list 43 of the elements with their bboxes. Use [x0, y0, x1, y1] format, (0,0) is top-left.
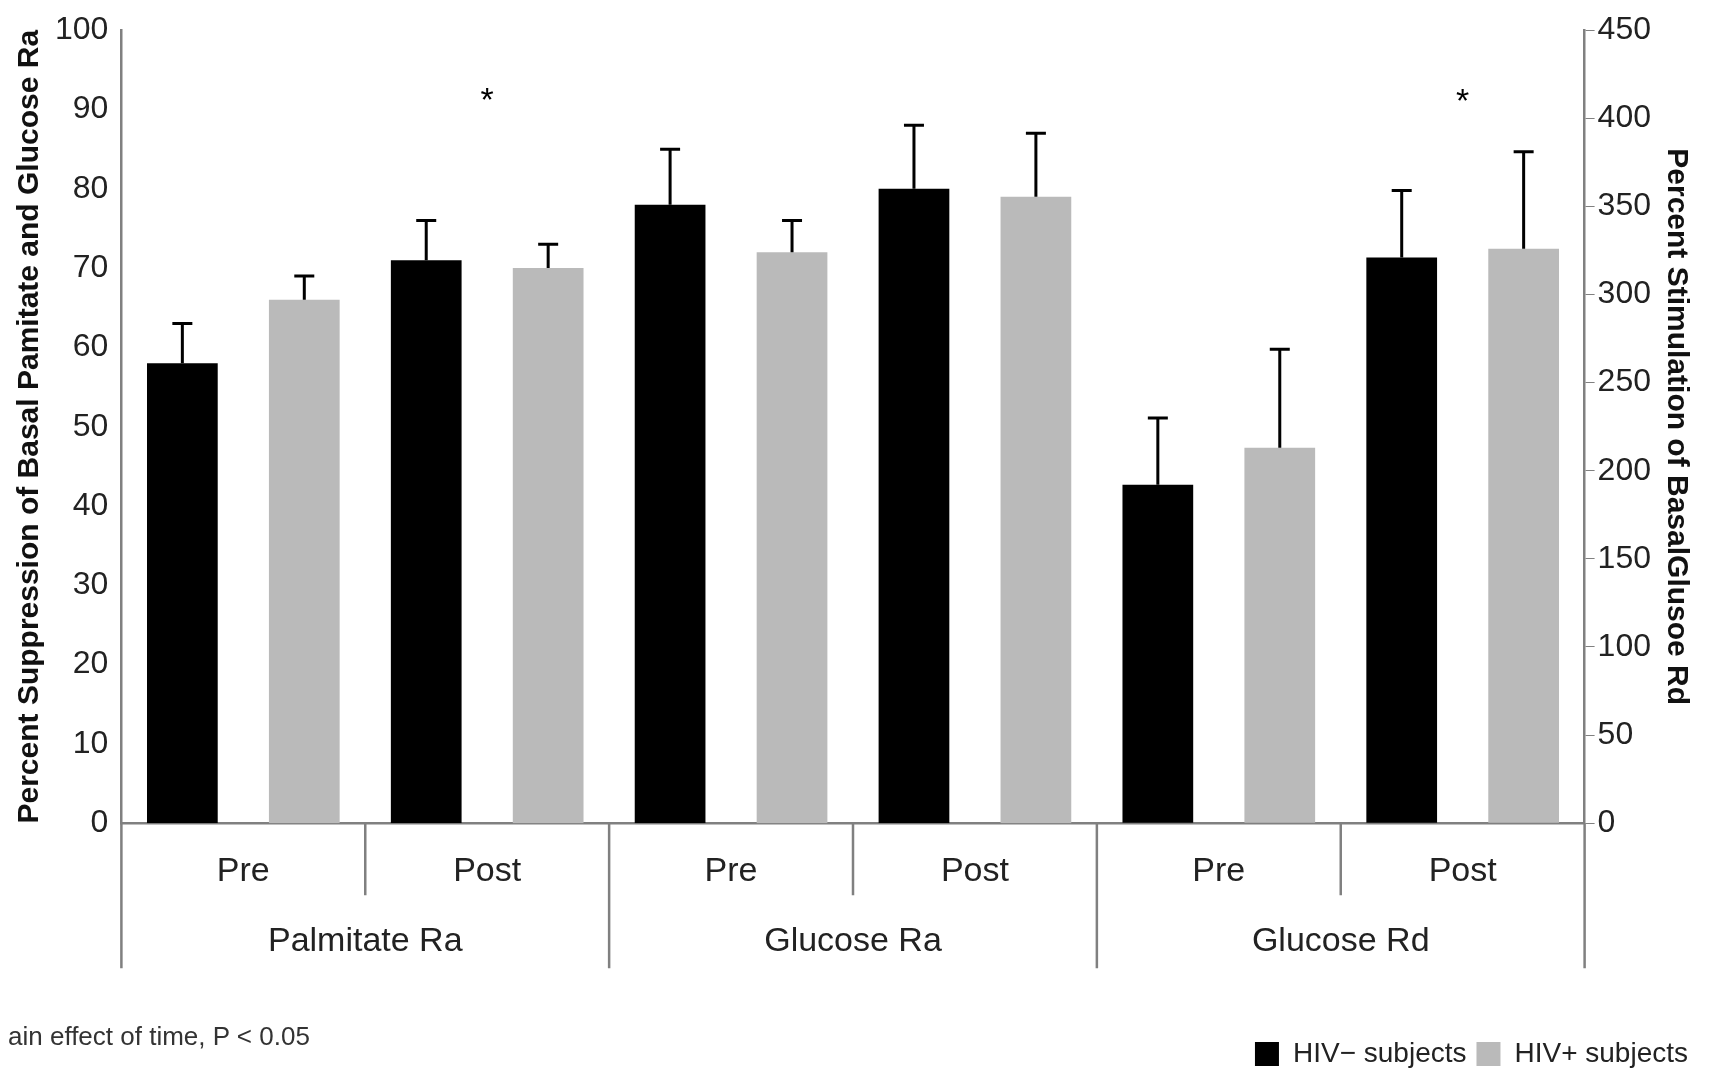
text: Glucose Rd	[1251, 919, 1430, 958]
y-tick-label: 0	[90, 803, 109, 840]
y2-tick-label: 100	[1597, 626, 1651, 663]
y2-tick-label: 400	[1597, 98, 1651, 135]
x-tick-label: Post	[1428, 849, 1498, 888]
bar	[1244, 447, 1316, 823]
bar	[268, 299, 340, 824]
annotation: *	[480, 79, 494, 118]
y2-tick-label: 250	[1597, 362, 1651, 399]
y2-tick-label: 200	[1597, 450, 1651, 487]
annotation: *	[1456, 80, 1470, 119]
x-tick-label: Post	[453, 849, 522, 888]
y-tick-label: 90	[72, 89, 109, 126]
y2-tick-label: 0	[1597, 803, 1616, 840]
y2-tick-label: 300	[1597, 274, 1651, 311]
y-tick-label: 70	[72, 247, 109, 284]
bar	[1000, 196, 1072, 824]
x-tick-label: Pre	[216, 849, 270, 888]
y2-tick-label: 350	[1597, 186, 1651, 223]
bar	[512, 268, 584, 824]
y2-tick-label: 450	[1597, 10, 1651, 47]
x-tick-label: Pre	[1192, 849, 1246, 888]
x-tick-label: Pre	[704, 849, 758, 888]
text: Palmitate Ra	[267, 919, 463, 958]
y-tick-label: 40	[72, 485, 109, 522]
text: Glucose Ra	[764, 919, 942, 958]
y-tick-label: 30	[72, 565, 109, 602]
text: ain effect of time, P < 0.05	[8, 1021, 310, 1052]
legend-label: HIV− subjects	[1292, 1036, 1467, 1068]
y-tick-label: 80	[72, 168, 109, 205]
y-tick-label: 20	[72, 644, 109, 681]
x-tick-label: Post	[940, 849, 1010, 888]
legend-label: HIV+ subjects	[1514, 1036, 1689, 1068]
y2-tick-label: 50	[1597, 714, 1634, 751]
y-tick-label: 60	[72, 327, 109, 364]
y2-tick-label: 150	[1597, 538, 1651, 575]
y-tick-label: 10	[72, 723, 109, 760]
y-tick-label: 100	[55, 10, 109, 47]
y-tick-label: 50	[72, 406, 109, 443]
bar	[756, 252, 828, 824]
y2-axis-title: Percent Stimulation of BasalGlusoe Rd	[1661, 148, 1695, 706]
bar	[1488, 248, 1559, 823]
y-axis-title: Percent Suppression of Basal Pamitate and Glucose Ra	[11, 29, 45, 824]
